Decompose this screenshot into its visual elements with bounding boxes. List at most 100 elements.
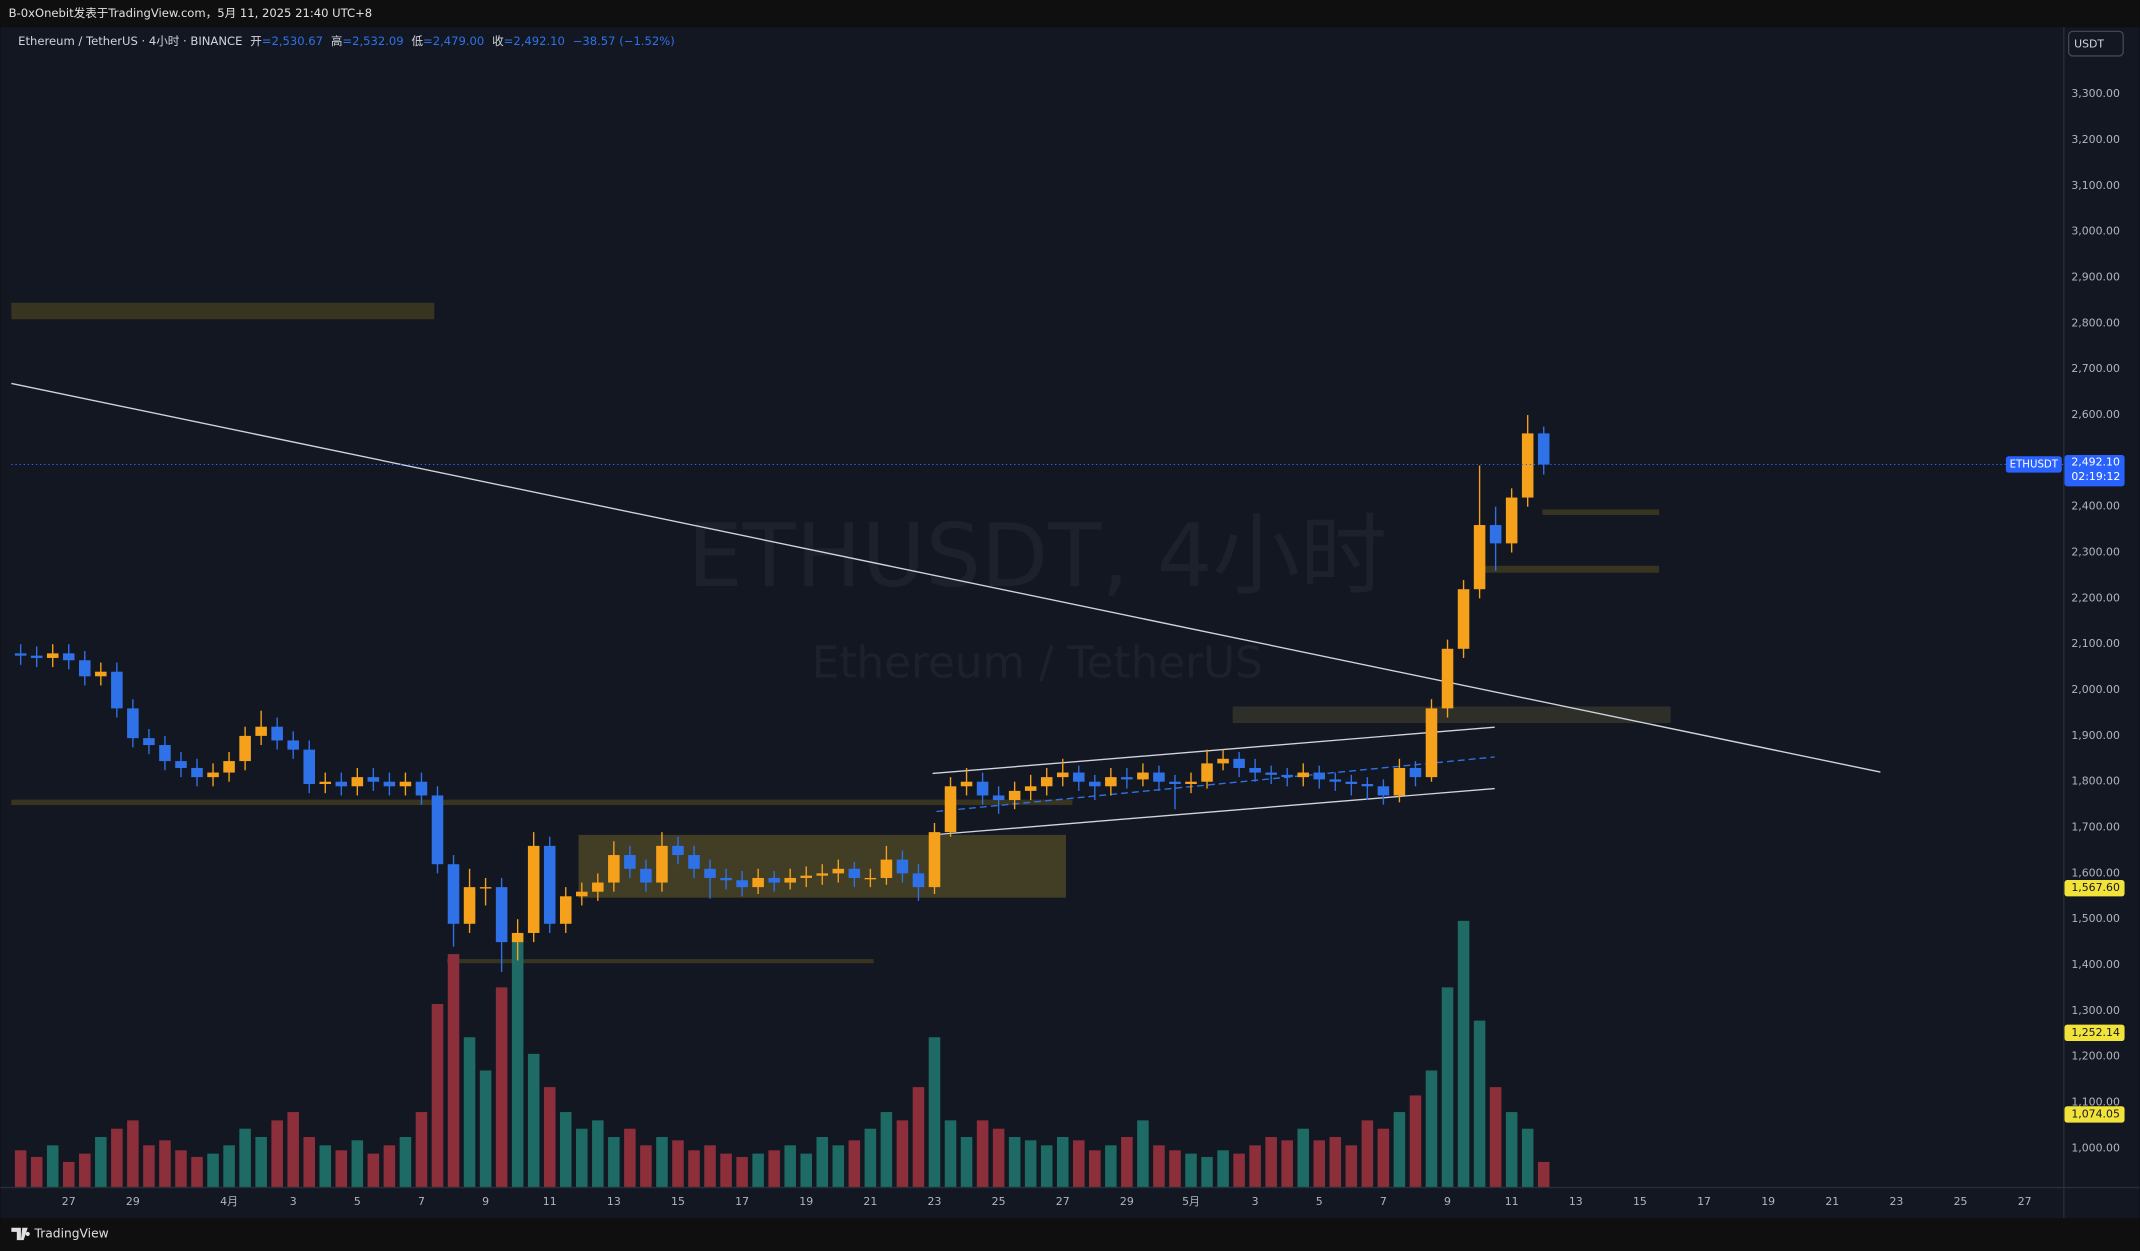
price-tag-text: 1,567.60 bbox=[2071, 881, 2120, 894]
legend-change: −38.57 (−1.52%) bbox=[573, 33, 675, 47]
zone bbox=[447, 959, 874, 964]
volume-bar bbox=[1297, 1128, 1310, 1187]
candle-body bbox=[1377, 786, 1390, 796]
price-tag bbox=[2064, 1024, 2125, 1042]
candle-body bbox=[848, 868, 861, 878]
volume-bar bbox=[1505, 1112, 1518, 1187]
volume-bar bbox=[1217, 1150, 1229, 1187]
candle-body bbox=[1056, 772, 1069, 778]
candle-body bbox=[527, 845, 540, 933]
volume-bar bbox=[640, 1145, 652, 1187]
candle-body bbox=[79, 660, 91, 677]
price-tag-text: 2,492.10 bbox=[2071, 455, 2120, 468]
candle-body bbox=[495, 887, 508, 943]
candle-body bbox=[1249, 767, 1261, 773]
volume-bar bbox=[880, 1112, 893, 1187]
candle-body bbox=[896, 859, 909, 874]
zone bbox=[11, 799, 1073, 806]
y-tick-label: 1,500.00 bbox=[2071, 912, 2120, 925]
volume-bar bbox=[624, 1128, 636, 1187]
x-tick-label: 17 bbox=[735, 1195, 749, 1208]
volume-bar bbox=[543, 1087, 556, 1187]
volume-bar bbox=[1457, 920, 1470, 1187]
y-tick-label: 2,300.00 bbox=[2071, 546, 2120, 559]
x-tick-label: 27 bbox=[2018, 1195, 2032, 1208]
volume-bar bbox=[447, 954, 460, 1187]
legend-symbol: Ethereum / TetherUS · 4小时 · BINANCE bbox=[18, 33, 242, 47]
volume-bar bbox=[255, 1137, 267, 1187]
price-tag bbox=[2064, 454, 2125, 487]
volume-bar bbox=[319, 1145, 332, 1187]
volume-bar bbox=[14, 1150, 27, 1187]
zone bbox=[11, 302, 435, 320]
candle-body bbox=[127, 708, 139, 739]
candle-body bbox=[1393, 767, 1406, 796]
candle-body bbox=[1441, 648, 1454, 709]
volume-bar bbox=[1489, 1087, 1502, 1187]
volume-bar bbox=[864, 1128, 877, 1187]
candle-body bbox=[656, 845, 668, 883]
volume-bar bbox=[848, 1140, 861, 1187]
candle-body bbox=[864, 877, 877, 880]
x-tick-label: 25 bbox=[1954, 1195, 1968, 1208]
volume-bar bbox=[704, 1145, 716, 1187]
legend-label: 低 bbox=[411, 33, 423, 47]
candle-body bbox=[928, 832, 941, 888]
price-tag-text: 1,252.14 bbox=[2071, 1026, 2120, 1039]
candle-body bbox=[1073, 772, 1085, 782]
candle-body bbox=[816, 873, 829, 876]
volume-bar bbox=[1425, 1070, 1438, 1187]
volume-bar bbox=[527, 1053, 540, 1187]
x-tick-label: 15 bbox=[1633, 1195, 1647, 1208]
price-tag-text: 1,074.05 bbox=[2071, 1107, 2120, 1120]
watermark-subtitle: Ethereum / TetherUS bbox=[812, 638, 1263, 689]
volume-bar bbox=[191, 1156, 203, 1187]
volume-bar bbox=[1537, 1161, 1550, 1187]
candle-body bbox=[608, 855, 620, 883]
candle-body bbox=[1457, 589, 1470, 649]
trend-line bbox=[932, 726, 1495, 775]
candle-body bbox=[736, 880, 748, 888]
y-tick-label: 2,000.00 bbox=[2071, 683, 2120, 696]
plot bbox=[11, 302, 2064, 1187]
volume-bar bbox=[1073, 1140, 1085, 1187]
price-tag bbox=[2064, 1106, 2125, 1123]
symbol-tag-text: ETHUSDT bbox=[2010, 459, 2059, 470]
candle-body bbox=[255, 726, 267, 736]
volume-bar bbox=[1056, 1137, 1069, 1187]
y-tick-label: 3,200.00 bbox=[2071, 133, 2120, 146]
volume-bar bbox=[800, 1153, 813, 1187]
volume-bar bbox=[559, 1112, 572, 1187]
x-tick-label: 29 bbox=[126, 1195, 140, 1208]
volume-bar bbox=[784, 1145, 796, 1187]
x-tick-label: 19 bbox=[1761, 1195, 1775, 1208]
candle-body bbox=[191, 767, 203, 778]
volume-bar bbox=[79, 1153, 91, 1187]
volume-bar bbox=[592, 1120, 604, 1187]
candle-body bbox=[46, 653, 59, 658]
y-tick-label: 1,000.00 bbox=[2071, 1141, 2120, 1154]
candle-body bbox=[784, 877, 796, 883]
trend-line bbox=[11, 382, 1881, 773]
volume-bar bbox=[1153, 1145, 1165, 1187]
volume-bar bbox=[30, 1156, 43, 1187]
volume-bar bbox=[1313, 1140, 1326, 1187]
header-text: B-0xOnebit发表于TradingView.com，5月 11, 2025… bbox=[9, 6, 373, 20]
footer bbox=[0, 1218, 2140, 1251]
volume-bar bbox=[656, 1137, 668, 1187]
candle-body bbox=[1505, 497, 1518, 544]
volume-bar bbox=[736, 1156, 748, 1187]
candle-body bbox=[1024, 786, 1037, 791]
volume-bar bbox=[159, 1140, 171, 1187]
candle-body bbox=[576, 891, 588, 897]
volume-bar bbox=[1521, 1128, 1534, 1187]
legend-value: =2,530.67 bbox=[262, 33, 323, 47]
candle-body bbox=[1233, 758, 1245, 768]
volume-bar bbox=[271, 1120, 283, 1187]
legend: Ethereum / TetherUS · 4小时 · BINANCE 开=2,… bbox=[18, 33, 675, 47]
y-tick-label: 1,300.00 bbox=[2071, 1004, 2120, 1017]
x-tick-label: 15 bbox=[671, 1195, 685, 1208]
candle-body bbox=[367, 777, 380, 782]
volume-bar bbox=[1441, 987, 1454, 1187]
currency-button[interactable] bbox=[2067, 30, 2124, 57]
